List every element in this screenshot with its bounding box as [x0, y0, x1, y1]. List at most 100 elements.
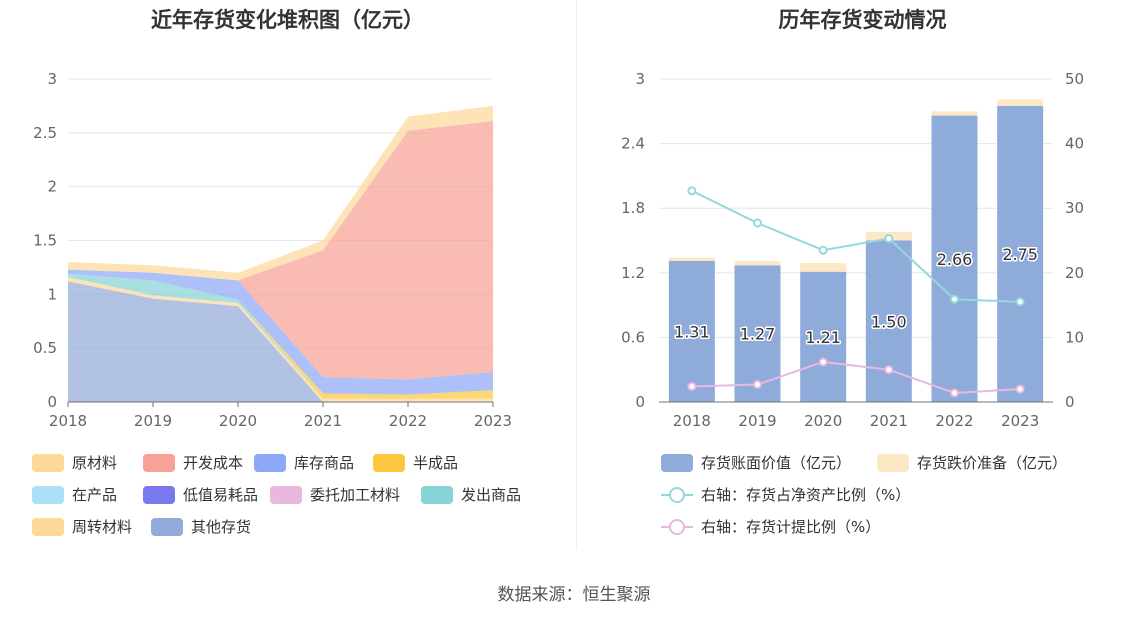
right-chart-legend: 存货账面价值（亿元） 存货跌价准备（亿元） 右轴：存货占净资产比例（%） 右轴：存货计…: [577, 452, 1148, 547]
left-legend-item[interactable]: 发出商品: [421, 484, 521, 505]
right-chart-title: 历年存货变动情况: [778, 8, 947, 32]
legend-label: 右轴：存货计提比例（%）: [701, 518, 881, 536]
legend-label: 开发成本: [183, 454, 244, 472]
left-legend-item[interactable]: 原材料: [32, 452, 117, 473]
y-tick-label: 3: [635, 70, 645, 88]
x-tick-label: 2018: [673, 412, 711, 430]
y2-tick-label: 0: [1065, 393, 1075, 411]
x-tick-label: 2023: [1001, 412, 1039, 430]
x-tick-label: 2022: [935, 412, 973, 430]
bar: [800, 271, 847, 402]
y-tick-label: 0.5: [33, 339, 57, 357]
bar-data-label: 2.75: [1002, 245, 1038, 264]
legend-swatch: [270, 485, 302, 504]
bar: [931, 115, 978, 403]
legend-label: 原材料: [72, 454, 118, 472]
legend-swatch: [373, 453, 405, 472]
line-point: [884, 365, 894, 375]
line-point: [753, 218, 762, 228]
legend-label: 委托加工材料: [310, 486, 401, 504]
y-tick-label: 3: [47, 70, 57, 88]
right-legend-item[interactable]: 存货跌价准备（亿元）: [877, 452, 1067, 473]
bar: [931, 111, 978, 116]
legend-swatch: [143, 453, 175, 472]
legend-label: 发出商品: [461, 486, 522, 504]
x-tick-label: 2021: [870, 412, 908, 430]
left-legend-item[interactable]: 在产品: [32, 484, 117, 505]
y-tick-label: 0.6: [621, 328, 645, 346]
bar-data-label: 2.66: [937, 250, 973, 269]
y2-tick-label: 40: [1065, 135, 1084, 153]
left-chart-title: 近年存货变化堆积图（亿元）: [151, 8, 424, 32]
left-legend-item[interactable]: 委托加工材料: [270, 484, 400, 505]
x-tick-label: 2021: [304, 412, 342, 430]
line-point: [950, 388, 959, 398]
bar-data-label: 1.21: [805, 328, 841, 347]
legend-swatch: [661, 486, 693, 504]
stacked-area-chart: 0 0.5 1 1.5 2 2.5 3 2018 2019 2020 2021 2022 2023: [33, 70, 512, 430]
right-legend-item[interactable]: 右轴：存货占净资产比例（%）: [661, 484, 910, 505]
y-tick-label: 2.5: [33, 124, 57, 142]
bar-data-label: 1.27: [740, 325, 776, 344]
legend-swatch: [32, 453, 64, 472]
bar: [668, 257, 715, 261]
line-point: [1015, 297, 1025, 307]
y2-tick-label: 30: [1065, 199, 1084, 217]
panel-divider: [576, 0, 577, 550]
y-tick-label: 0: [635, 393, 645, 411]
legend-label: 在产品: [72, 486, 118, 504]
line-series: [691, 189, 1021, 303]
y-tick-label: 2: [47, 178, 57, 196]
data-source-note: 数据来源：恒生聚源: [497, 585, 651, 605]
left-legend-item[interactable]: 开发成本: [143, 452, 243, 473]
line-series: [691, 360, 1021, 394]
x-tick-label: 2023: [474, 412, 512, 430]
line-point: [818, 245, 828, 255]
y-tick-label: 1.2: [621, 264, 645, 282]
x-tick-label: 2020: [219, 412, 257, 430]
right-legend-item[interactable]: 右轴：存货计提比例（%）: [661, 516, 880, 537]
bar-data-label: 1.31: [674, 322, 710, 341]
left-legend-item[interactable]: 半成品: [373, 452, 458, 473]
area-series: [68, 277, 493, 402]
legend-swatch: [661, 453, 693, 472]
left-legend-item[interactable]: 低值易耗品: [143, 484, 258, 505]
left-legend-item[interactable]: 周转材料: [32, 516, 132, 537]
left-chart-legend: 原材料 开发成本 库存商品 半成品在产品 低值易耗品 委托加工材料 发出商品周转材料 其他存货: [0, 452, 575, 547]
y2-tick-label: 10: [1065, 328, 1084, 346]
x-tick-label: 2020: [804, 412, 842, 430]
legend-swatch: [32, 485, 64, 504]
left-legend-item[interactable]: 其他存货: [151, 516, 251, 537]
right-legend-item[interactable]: 存货账面价值（亿元）: [661, 452, 851, 473]
bar: [668, 260, 715, 402]
legend-label: 其他存货: [191, 518, 252, 536]
line-point: [1015, 384, 1025, 394]
x-tick-label: 2019: [134, 412, 172, 430]
legend-swatch: [421, 485, 453, 504]
line-point: [753, 380, 762, 390]
legend-label: 右轴：存货占净资产比例（%）: [701, 486, 911, 504]
y-tick-label: 2.4: [621, 135, 645, 153]
y-tick-label: 0: [47, 393, 57, 411]
bar-data-label: 1.50: [871, 312, 907, 331]
legend-label: 存货账面价值（亿元）: [701, 454, 852, 472]
bar: [734, 260, 781, 266]
bar: [800, 263, 847, 272]
y2-tick-label: 20: [1065, 264, 1084, 282]
y-tick-label: 1.5: [33, 232, 57, 250]
line-point: [687, 381, 697, 391]
line-point: [687, 186, 697, 196]
legend-swatch: [877, 453, 909, 472]
left-legend-item[interactable]: 库存商品: [254, 452, 354, 473]
legend-swatch: [143, 485, 175, 504]
area-series: [68, 105, 493, 281]
x-tick-label: 2018: [49, 412, 87, 430]
x-tick-label: 2019: [738, 412, 776, 430]
legend-swatch: [254, 453, 286, 472]
legend-label: 半成品: [413, 454, 459, 472]
bar: [997, 99, 1044, 106]
y2-tick-label: 50: [1065, 70, 1084, 88]
left-chart-panel: 近年存货变化堆积图（亿元） 0 0.5 1 1.5 2 2.5 3 2018 2019 2020 2…: [0, 0, 575, 550]
x-tick-label: 2022: [389, 412, 427, 430]
